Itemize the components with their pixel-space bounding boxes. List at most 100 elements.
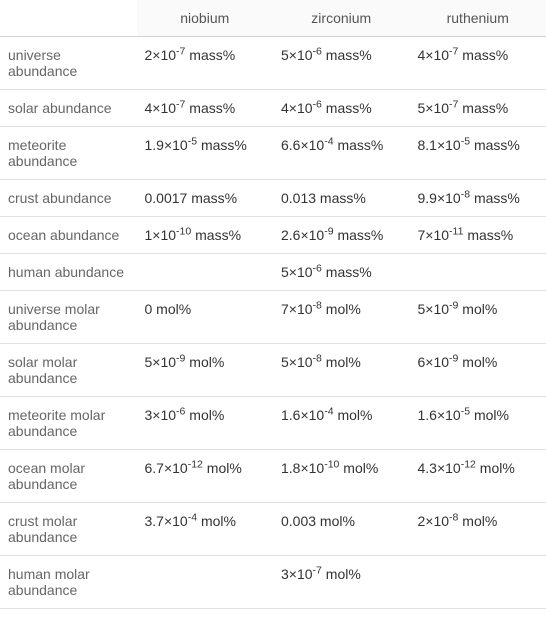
- abundance-table: niobium zirconium ruthenium universe abu…: [0, 0, 546, 609]
- exponent: -7: [176, 98, 185, 110]
- exponent: -10: [324, 458, 339, 470]
- data-cell: [137, 254, 274, 291]
- data-cell: 5×10-9 mol%: [137, 344, 274, 397]
- exponent: -5: [461, 135, 470, 147]
- table-row: universe abundance2×10-7 mass%5×10-6 mas…: [0, 37, 546, 90]
- exponent: -11: [449, 225, 463, 237]
- data-cell: 0.013 mass%: [273, 180, 410, 217]
- exponent: -5: [461, 405, 470, 417]
- coefficient: 4×10: [418, 47, 450, 63]
- table-row: ocean abundance1×10-10 mass%2.6×10-9 mas…: [0, 217, 546, 254]
- unit: mass%: [191, 227, 241, 243]
- exponent: -6: [313, 45, 322, 57]
- coefficient: 1.9×10: [145, 137, 188, 153]
- row-label: human abundance: [0, 254, 137, 291]
- unit: mass%: [458, 100, 508, 116]
- unit: mol%: [197, 513, 236, 529]
- table-row: meteorite abundance1.9×10-5 mass%6.6×10-…: [0, 127, 546, 180]
- data-cell: 7×10-11 mass%: [410, 217, 546, 254]
- row-label: solar abundance: [0, 90, 137, 127]
- coefficient: 6.6×10: [281, 137, 324, 153]
- unit: mass%: [334, 227, 384, 243]
- unit: mass%: [470, 137, 520, 153]
- data-cell: 9.9×10-8 mass%: [410, 180, 546, 217]
- row-label: crust abundance: [0, 180, 137, 217]
- data-cell: 8.1×10-5 mass%: [410, 127, 546, 180]
- coefficient: 4×10: [281, 100, 313, 116]
- table-row: crust abundance0.0017 mass%0.013 mass%9.…: [0, 180, 546, 217]
- coefficient: 3×10: [145, 407, 177, 423]
- data-cell: [410, 254, 546, 291]
- unit: mol%: [185, 354, 224, 370]
- row-label: ocean abundance: [0, 217, 137, 254]
- data-cell: 5×10-9 mol%: [410, 291, 546, 344]
- coefficient: 2.6×10: [281, 227, 324, 243]
- exponent: -12: [461, 458, 476, 470]
- coefficient: 7×10: [418, 227, 450, 243]
- table-row: ocean molar abundance6.7×10-12 mol%1.8×1…: [0, 450, 546, 503]
- data-cell: 6.7×10-12 mol%: [137, 450, 274, 503]
- data-cell: 1×10-10 mass%: [137, 217, 274, 254]
- coefficient: 1×10: [145, 227, 177, 243]
- unit: mass%: [197, 137, 247, 153]
- table-row: solar molar abundance5×10-9 mol% 5×10-8 m…: [0, 344, 546, 397]
- unit: mol%: [203, 460, 242, 476]
- coefficient: 1.6×10: [418, 407, 461, 423]
- table-row: crust molar abundance3.7×10-4 mol%0.003 …: [0, 503, 546, 556]
- unit: mass%: [322, 47, 372, 63]
- unit: mol%: [334, 407, 373, 423]
- coefficient: 4×10: [145, 100, 177, 116]
- unit: mol%: [185, 407, 224, 423]
- coefficient: 5×10: [281, 47, 313, 63]
- data-cell: 1.6×10-5 mol%: [410, 397, 546, 450]
- unit: mass%: [458, 47, 508, 63]
- data-cell: 3×10-7 mol%: [273, 556, 410, 609]
- coefficient: 7×10: [281, 301, 313, 317]
- data-cell: 3×10-6 mol%: [137, 397, 274, 450]
- data-cell: 1.9×10-5 mass%: [137, 127, 274, 180]
- coefficient: 5×10: [281, 354, 313, 370]
- unit: mass%: [334, 137, 384, 153]
- data-cell: 5×10-6 mass%: [273, 254, 410, 291]
- coefficient: 8.1×10: [418, 137, 461, 153]
- data-cell: 5×10-6 mass%: [273, 37, 410, 90]
- data-cell: 3.7×10-4 mol%: [137, 503, 274, 556]
- exponent: -8: [449, 511, 458, 523]
- exponent: -9: [176, 352, 185, 364]
- unit: mol%: [339, 460, 378, 476]
- exponent: -6: [176, 405, 185, 417]
- exponent: -7: [449, 98, 458, 110]
- coefficient: 2×10: [418, 513, 450, 529]
- exponent: -8: [461, 188, 470, 200]
- coefficient: 3×10: [281, 566, 313, 582]
- header-row: niobium zirconium ruthenium: [0, 0, 546, 37]
- exponent: -4: [324, 135, 333, 147]
- unit: mol%: [322, 566, 361, 582]
- data-cell: 2.6×10-9 mass%: [273, 217, 410, 254]
- table-row: universe molar abundance0 mol%7×10-8 mol…: [0, 291, 546, 344]
- row-label: meteorite molar abundance: [0, 397, 137, 450]
- exponent: -4: [324, 405, 333, 417]
- coefficient: 5×10: [418, 301, 450, 317]
- exponent: -5: [188, 135, 197, 147]
- row-label: crust molar abundance: [0, 503, 137, 556]
- row-label: universe abundance: [0, 37, 137, 90]
- unit: mol%: [458, 301, 497, 317]
- data-cell: 2×10-7 mass%: [137, 37, 274, 90]
- coefficient: 2×10: [145, 47, 177, 63]
- coefficient: 6×10: [418, 354, 450, 370]
- data-cell: 4×10-7 mass%: [137, 90, 274, 127]
- data-cell: 0.0017 mass%: [137, 180, 274, 217]
- exponent: -12: [188, 458, 203, 470]
- data-cell: 0 mol%: [137, 291, 274, 344]
- exponent: -6: [313, 98, 322, 110]
- data-cell: 4×10-7 mass%: [410, 37, 546, 90]
- unit: mol%: [476, 460, 515, 476]
- row-label: solar molar abundance: [0, 344, 137, 397]
- coefficient: 5×10: [418, 100, 450, 116]
- header-blank: [0, 0, 137, 37]
- exponent: -10: [176, 225, 191, 237]
- unit: mass%: [463, 227, 513, 243]
- exponent: -8: [313, 352, 322, 364]
- table-row: human molar abundance3×10-7 mol%: [0, 556, 546, 609]
